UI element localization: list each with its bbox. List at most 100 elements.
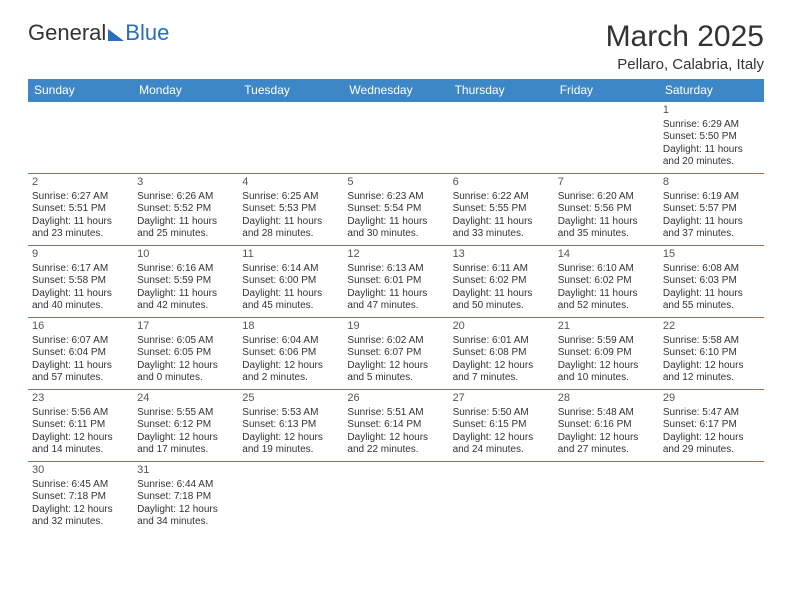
daylight-text-2: and 55 minutes. (663, 300, 760, 313)
sunrise-text: Sunrise: 6:11 AM (453, 263, 550, 276)
calendar-cell: 22Sunrise: 5:58 AMSunset: 6:10 PMDayligh… (659, 318, 764, 390)
calendar-cell (659, 462, 764, 534)
sunrise-text: Sunrise: 6:10 AM (558, 263, 655, 276)
sunset-text: Sunset: 6:02 PM (453, 275, 550, 288)
daylight-text-1: Daylight: 11 hours (242, 216, 339, 229)
daylight-text-1: Daylight: 12 hours (558, 432, 655, 445)
calendar-cell: 6Sunrise: 6:22 AMSunset: 5:55 PMDaylight… (449, 174, 554, 246)
calendar-week: 30Sunrise: 6:45 AMSunset: 7:18 PM Dayligh… (28, 462, 764, 534)
sunset-text: Sunset: 5:52 PM (137, 203, 234, 216)
daylight-text-2: and 52 minutes. (558, 300, 655, 313)
calendar-cell: 16Sunrise: 6:07 AMSunset: 6:04 PMDayligh… (28, 318, 133, 390)
sunset-text: Sunset: 5:57 PM (663, 203, 760, 216)
sunrise-text: Sunrise: 6:07 AM (32, 335, 129, 348)
calendar-week: 1Sunrise: 6:29 AMSunset: 5:50 PMDaylight… (28, 102, 764, 174)
sunrise-text: Sunrise: 6:17 AM (32, 263, 129, 276)
sunrise-text: Sunrise: 6:23 AM (347, 191, 444, 204)
day-number: 29 (663, 392, 760, 406)
daylight-text-1: Daylight: 11 hours (663, 288, 760, 301)
daylight-text-2: and 34 minutes. (137, 516, 234, 529)
sunset-text: Sunset: 5:58 PM (32, 275, 129, 288)
sunrise-text: Sunrise: 5:50 AM (453, 407, 550, 420)
daylight-text-1: Daylight: 12 hours (347, 360, 444, 373)
calendar-cell: 30Sunrise: 6:45 AMSunset: 7:18 PMDayligh… (28, 462, 133, 534)
sunset-text: Sunset: 7:18 PM (32, 491, 129, 504)
daylight-text-1: Daylight: 11 hours (242, 288, 339, 301)
sunset-text: Sunset: 5:53 PM (242, 203, 339, 216)
day-number: 31 (137, 464, 234, 478)
calendar-cell: 13Sunrise: 6:11 AMSunset: 6:02 PMDayligh… (449, 246, 554, 318)
logo-text-general: General (28, 20, 106, 46)
sunset-text: Sunset: 6:08 PM (453, 347, 550, 360)
sunset-text: Sunset: 5:59 PM (137, 275, 234, 288)
location: Pellaro, Calabria, Italy (606, 56, 764, 73)
daylight-text-2: and 7 minutes. (453, 372, 550, 385)
daylight-text-2: and 10 minutes. (558, 372, 655, 385)
day-number: 27 (453, 392, 550, 406)
calendar-cell: 9Sunrise: 6:17 AMSunset: 5:58 PMDaylight… (28, 246, 133, 318)
sunrise-text: Sunrise: 5:47 AM (663, 407, 760, 420)
day-number: 9 (32, 248, 129, 262)
daylight-text-2: and 27 minutes. (558, 444, 655, 457)
day-number: 30 (32, 464, 129, 478)
daylight-text-1: Daylight: 12 hours (137, 360, 234, 373)
sunrise-text: Sunrise: 6:45 AM (32, 479, 129, 492)
daylight-text-2: and 14 minutes. (32, 444, 129, 457)
sunset-text: Sunset: 5:50 PM (663, 131, 760, 144)
calendar-cell (238, 462, 343, 534)
sunset-text: Sunset: 6:00 PM (242, 275, 339, 288)
day-number: 13 (453, 248, 550, 262)
day-number: 15 (663, 248, 760, 262)
daylight-text-2: and 19 minutes. (242, 444, 339, 457)
calendar-week: 2Sunrise: 6:27 AMSunset: 5:51 PMDaylight… (28, 174, 764, 246)
calendar-cell: 8Sunrise: 6:19 AMSunset: 5:57 PMDaylight… (659, 174, 764, 246)
sunrise-text: Sunrise: 5:53 AM (242, 407, 339, 420)
daylight-text-2: and 2 minutes. (242, 372, 339, 385)
calendar-cell: 15Sunrise: 6:08 AMSunset: 6:03 PMDayligh… (659, 246, 764, 318)
sunset-text: Sunset: 6:11 PM (32, 419, 129, 432)
daylight-text-1: Daylight: 11 hours (558, 288, 655, 301)
dow-thursday: Thursday (449, 79, 554, 102)
sunrise-text: Sunrise: 6:04 AM (242, 335, 339, 348)
logo-text-blue: Blue (125, 20, 169, 46)
daylight-text-2: and 5 minutes. (347, 372, 444, 385)
sunrise-text: Sunrise: 5:51 AM (347, 407, 444, 420)
daylight-text-2: and 23 minutes. (32, 228, 129, 241)
calendar-cell: 24Sunrise: 5:55 AMSunset: 6:12 PMDayligh… (133, 390, 238, 462)
calendar-cell: 2Sunrise: 6:27 AMSunset: 5:51 PMDaylight… (28, 174, 133, 246)
daylight-text-1: Daylight: 12 hours (32, 432, 129, 445)
sunset-text: Sunset: 6:09 PM (558, 347, 655, 360)
sunset-text: Sunset: 6:10 PM (663, 347, 760, 360)
sunrise-text: Sunrise: 6:22 AM (453, 191, 550, 204)
calendar-cell: 10Sunrise: 6:16 AMSunset: 5:59 PMDayligh… (133, 246, 238, 318)
daylight-text-2: and 29 minutes. (663, 444, 760, 457)
daylight-text-2: and 42 minutes. (137, 300, 234, 313)
day-number: 10 (137, 248, 234, 262)
day-number: 3 (137, 176, 234, 190)
daylight-text-1: Daylight: 12 hours (137, 504, 234, 517)
calendar-cell (449, 462, 554, 534)
day-number: 28 (558, 392, 655, 406)
calendar-cell: 12Sunrise: 6:13 AMSunset: 6:01 PMDayligh… (343, 246, 448, 318)
sunset-text: Sunset: 6:04 PM (32, 347, 129, 360)
daylight-text-2: and 22 minutes. (347, 444, 444, 457)
daylight-text-2: and 12 minutes. (663, 372, 760, 385)
calendar-cell: 25Sunrise: 5:53 AMSunset: 6:13 PMDayligh… (238, 390, 343, 462)
day-number: 24 (137, 392, 234, 406)
daylight-text-1: Daylight: 11 hours (453, 288, 550, 301)
dow-sunday: Sunday (28, 79, 133, 102)
sunset-text: Sunset: 6:02 PM (558, 275, 655, 288)
daylight-text-2: and 35 minutes. (558, 228, 655, 241)
sunset-text: Sunset: 6:05 PM (137, 347, 234, 360)
day-number: 20 (453, 320, 550, 334)
day-number: 17 (137, 320, 234, 334)
day-number: 21 (558, 320, 655, 334)
day-number: 5 (347, 176, 444, 190)
daylight-text-1: Daylight: 11 hours (32, 216, 129, 229)
sunrise-text: Sunrise: 6:19 AM (663, 191, 760, 204)
daylight-text-1: Daylight: 11 hours (32, 288, 129, 301)
day-number: 7 (558, 176, 655, 190)
day-number: 22 (663, 320, 760, 334)
daylight-text-1: Daylight: 12 hours (663, 360, 760, 373)
daylight-text-2: and 50 minutes. (453, 300, 550, 313)
